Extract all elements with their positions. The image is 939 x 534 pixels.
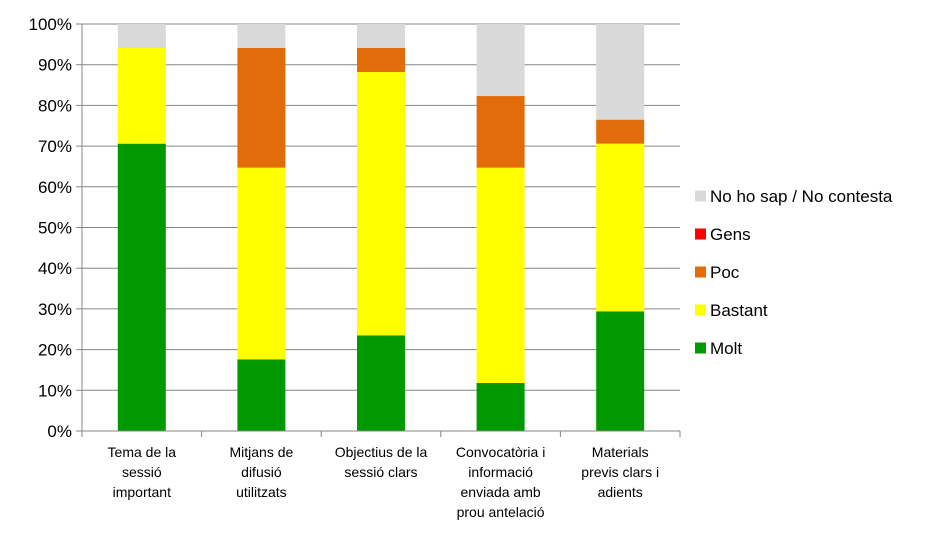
bar-segment-bastant	[117, 48, 166, 144]
bar-segment-no-ho-sap-no-contesta	[237, 24, 286, 49]
legend: No ho sap / No contesta Gens Poc Bastant Mol…	[695, 187, 893, 358]
bar-segment-molt	[117, 143, 166, 431]
y-tick-label: 80%	[38, 96, 72, 115]
x-category-label: Convocatòria i informació enviada amb prou …	[456, 444, 546, 520]
bar-segment-no-ho-sap-no-contesta	[596, 24, 645, 120]
legend-label: Molt	[710, 339, 742, 358]
y-tick-label: 0%	[47, 422, 72, 441]
x-axis-labels: Tema de la sessió important Mitjans de difus…	[108, 444, 660, 520]
x-category-label: Mitjans de difusió utilitzats	[229, 444, 293, 500]
bars	[117, 24, 645, 431]
bar-segment-molt	[596, 311, 645, 431]
bar-segment-bastant	[596, 143, 645, 312]
y-tick-label: 100%	[29, 15, 72, 34]
y-tick-label: 50%	[38, 219, 72, 238]
y-tick-label: 20%	[38, 341, 72, 360]
y-tick-label: 10%	[38, 381, 72, 400]
x-category-label: Tema de la sessió important	[108, 444, 177, 500]
legend-label: Gens	[710, 225, 751, 244]
x-category-label: Objectius de la sessió clars	[335, 444, 428, 480]
bar-segment-poc	[476, 96, 525, 168]
bar-segment-bastant	[357, 72, 405, 336]
bar-segment-molt	[476, 382, 525, 431]
legend-swatch	[695, 342, 706, 354]
legend-swatch	[695, 304, 706, 316]
legend-label: Poc	[710, 263, 740, 282]
legend-label: Bastant	[710, 301, 768, 320]
legend-label: No ho sap / No contesta	[710, 187, 893, 206]
y-tick-label: 90%	[38, 56, 72, 75]
bar-segment-poc	[237, 48, 286, 168]
bar-segment-poc	[596, 119, 645, 144]
legend-swatch	[695, 190, 706, 202]
y-tick-label: 30%	[38, 300, 72, 319]
x-category-label: Materials previs clars i adients	[581, 444, 659, 500]
y-tick-label: 40%	[38, 259, 72, 278]
y-tick-label: 60%	[38, 178, 72, 197]
bar-segment-poc	[357, 48, 405, 73]
legend-swatch	[695, 266, 706, 278]
bar-segment-molt	[357, 335, 405, 431]
y-axis-ticks: 0% 10% 20% 30% 40% 50% 60% 70% 80% 90% 100%	[29, 15, 72, 441]
axes	[76, 23, 681, 437]
bar-segment-no-ho-sap-no-contesta	[357, 24, 405, 49]
bar-segment-molt	[237, 359, 286, 431]
bar-segment-bastant	[237, 167, 286, 360]
bar-segment-bastant	[476, 167, 525, 383]
bar-segment-no-ho-sap-no-contesta	[117, 24, 166, 49]
y-tick-label: 70%	[38, 137, 72, 156]
bar-segment-no-ho-sap-no-contesta	[476, 24, 525, 97]
legend-swatch	[695, 228, 706, 240]
